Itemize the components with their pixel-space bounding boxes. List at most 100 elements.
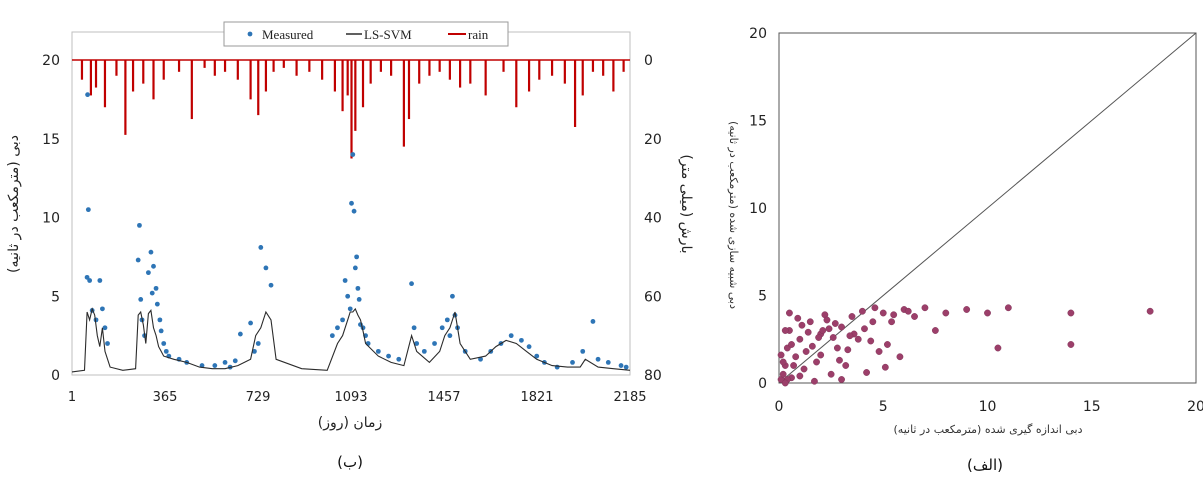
measured-point — [355, 285, 361, 291]
measured-point — [580, 348, 586, 354]
y2-tick-label: 80 — [644, 368, 662, 384]
scatter-point — [790, 362, 797, 369]
scatter-point — [859, 307, 866, 315]
measured-point — [411, 325, 417, 331]
measured-point — [618, 363, 624, 368]
caption-b: (ب) — [337, 453, 363, 471]
lssvm-line — [71, 307, 631, 373]
a-y-tick-label: 0 — [758, 376, 767, 392]
x-tick-label: 365 — [153, 390, 178, 405]
a-x-tick-label: 15 — [1083, 399, 1101, 415]
scatter-point — [833, 344, 841, 352]
scatter-point — [796, 335, 804, 343]
measured-point — [508, 333, 514, 339]
scatter-point — [994, 344, 1002, 352]
scatter-point — [863, 369, 870, 376]
scatter-point — [890, 311, 898, 319]
measured-point — [97, 278, 103, 283]
measured-point — [137, 222, 142, 228]
a-x-tick-label: 5 — [879, 399, 888, 415]
scatter-point — [854, 335, 862, 343]
scatter-point — [788, 341, 795, 348]
measured-point — [432, 341, 437, 346]
scatter-point — [1067, 341, 1075, 348]
y-tick-label: 10 — [42, 211, 60, 227]
legend: Measured LS-SVM rain — [223, 21, 509, 47]
y-axis-title-b: دبی (مترمکعب در ثانیه) — [6, 135, 22, 273]
measured-point — [340, 317, 345, 323]
a-y-ticks: 0 5 10 15 20 — [749, 26, 767, 392]
measured-point — [145, 270, 151, 276]
scatter-point — [875, 348, 883, 355]
scatter-point — [779, 358, 787, 366]
measured-point — [409, 281, 414, 287]
scatter-point — [884, 341, 891, 348]
legend-measured-label: Measured — [262, 27, 314, 42]
scatter-point — [846, 332, 854, 340]
x-tick-label: 2185 — [613, 390, 646, 405]
measured-point — [570, 360, 575, 365]
x-tick-label: 1 — [68, 390, 76, 405]
scatter-point — [838, 323, 845, 331]
measured-point — [352, 265, 358, 271]
a-x-ticks: 0 5 10 15 20 — [775, 399, 1203, 415]
y2-tick-label: 40 — [644, 211, 662, 227]
reference-line — [778, 32, 1197, 384]
scatter-point — [931, 327, 939, 334]
measured-point — [351, 208, 357, 214]
measured-point — [85, 207, 91, 213]
scatter-point — [881, 363, 889, 371]
measured-point — [444, 317, 450, 323]
scatter-point — [823, 316, 831, 324]
scatter-point — [804, 328, 812, 336]
a-y-tick-label: 15 — [749, 114, 767, 130]
x-ticks: 1 365 729 1093 1457 1821 2185 — [68, 390, 647, 405]
scatter-point — [984, 309, 991, 317]
measured-point — [478, 356, 483, 362]
y-tick-label: 20 — [42, 53, 60, 69]
scatter-point — [808, 342, 816, 350]
scatter-point — [861, 325, 868, 333]
measured-point — [414, 341, 420, 346]
x-tick-label: 1821 — [520, 390, 553, 405]
measured-point — [248, 320, 253, 326]
measured-point — [349, 200, 354, 206]
scatter-point — [781, 379, 789, 387]
legend-measured-marker — [247, 31, 253, 37]
measured-point — [237, 331, 243, 337]
scatter-point — [792, 353, 800, 361]
measured-point — [342, 278, 348, 283]
measured-point — [354, 254, 360, 260]
y-axis-title-a: دبی شبیه سازی شده (مترمکعب در ثانیه) — [727, 121, 740, 309]
scatter-point — [942, 309, 950, 317]
scatter-point — [888, 318, 895, 326]
measured-point — [222, 360, 228, 365]
measured-point — [161, 341, 167, 346]
scatter-point — [836, 356, 843, 364]
x-tick-label: 1093 — [334, 390, 367, 405]
scatter-point — [844, 346, 852, 354]
y2-tick-label: 20 — [644, 132, 662, 148]
measured-point — [148, 249, 154, 255]
y-tick-label: 0 — [51, 368, 60, 384]
right-y-ticks: 0 20 40 60 80 — [644, 53, 662, 384]
scatter-point — [1146, 307, 1154, 315]
scatter-point — [779, 370, 787, 378]
measured-point — [335, 325, 340, 331]
y-tick-label: 15 — [42, 132, 60, 148]
caption-a: (الف) — [967, 456, 1003, 474]
measured-point — [232, 358, 238, 364]
a-x-tick-label: 10 — [979, 399, 997, 415]
measured-point — [421, 348, 427, 354]
scatter-point — [811, 377, 818, 385]
time-series-chart: 0 5 10 15 20 0 20 40 60 80 1 365 729 1093 1457 1821 21… — [6, 21, 694, 471]
measured-point — [263, 265, 269, 271]
measured-point — [345, 293, 351, 299]
scatter-point — [871, 304, 879, 312]
x-axis-title-a: دبی اندازه گیری شده (مترمکعب در ثانیه) — [894, 423, 1083, 436]
measured-point — [396, 356, 402, 362]
measured-point — [157, 317, 163, 323]
scatter-point — [825, 325, 833, 333]
measured-point — [447, 333, 453, 339]
scatter-point — [800, 365, 808, 373]
